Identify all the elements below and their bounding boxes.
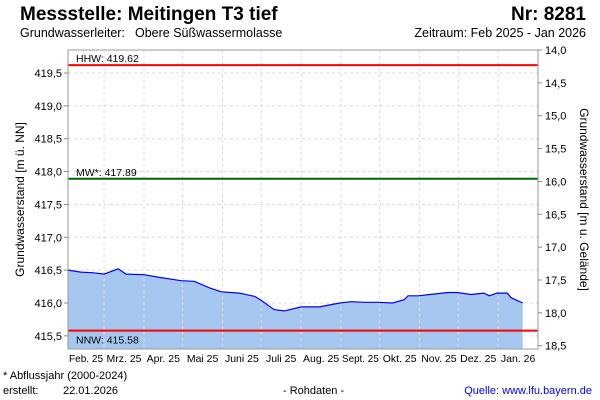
x-tick-label: Okt. 25 xyxy=(383,353,417,365)
y-right-tick-label: 15,5 xyxy=(545,144,566,156)
y-right-tick-label: 17,5 xyxy=(545,275,566,287)
x-tick-label: Jan. 26 xyxy=(501,353,536,365)
aquifer-value: Obere Süßwassermolasse xyxy=(135,26,283,40)
x-tick-label: Feb. 25 xyxy=(69,353,103,365)
raw-data-note: - Rohdaten - xyxy=(283,385,345,397)
y-tick-label: 418,5 xyxy=(34,134,62,146)
y-right-tick-label: 14,5 xyxy=(545,78,566,90)
y-right-tick-label: 16,5 xyxy=(545,209,566,221)
footnote: * Abflussjahr (2000-2024) xyxy=(3,370,128,382)
x-tick-label: Mrz. 25 xyxy=(107,353,142,365)
y-tick-label: 415,5 xyxy=(34,331,62,343)
y-right-tick-label: 17,0 xyxy=(545,242,566,254)
ref-label-nnw: NNW: 415.58 xyxy=(76,335,139,347)
y-tick-label: 416,5 xyxy=(34,265,62,277)
y-right-tick-label: 18,0 xyxy=(545,308,566,320)
y-right-tick-label: 16,0 xyxy=(545,176,566,188)
y-axis-right-label: Grundwasserstand [m u. Gelände] xyxy=(577,108,591,291)
x-tick-label: Juli 25 xyxy=(266,353,297,365)
y-tick-label: 417,5 xyxy=(34,199,62,211)
station-number: Nr: 8281 xyxy=(511,4,586,25)
water-level-line xyxy=(67,268,523,312)
x-tick-label: Apr. 25 xyxy=(147,353,180,365)
aquifer-label: Grundwasserleiter: xyxy=(20,26,125,40)
created-label: erstellt: xyxy=(3,385,39,397)
x-tick-label: Dez. 25 xyxy=(460,353,496,365)
water-level-area xyxy=(68,268,523,349)
ref-label-hhw: HHW: 419.62 xyxy=(76,53,139,65)
y-tick-label: 419,5 xyxy=(34,68,62,80)
x-tick-label: Juni 25 xyxy=(225,353,259,365)
y-tick-label: 418,0 xyxy=(34,167,62,179)
y-tick-label: 417,0 xyxy=(34,232,62,244)
y-right-tick-label: 18,5 xyxy=(545,341,566,353)
created-date: 22.01.2026 xyxy=(63,385,119,397)
source-link[interactable]: Quelle: www.lfu.bayern.de xyxy=(464,385,592,397)
x-tick-label: Aug. 25 xyxy=(303,353,339,365)
station-title: Messstelle: Meitingen T3 tief xyxy=(20,4,278,25)
y-tick-label: 419,0 xyxy=(34,101,62,113)
plot-border xyxy=(67,49,539,350)
ref-label-mw: MW*: 417.89 xyxy=(76,167,137,179)
x-tick-label: Nov. 25 xyxy=(421,353,457,365)
y-right-tick-label: 15,0 xyxy=(545,111,566,123)
y-tick-label: 416,0 xyxy=(34,298,62,310)
x-tick-label: Sept. 25 xyxy=(342,353,379,365)
period: Zeitraum: Feb 2025 - Jan 2026 xyxy=(414,26,586,40)
y-right-tick-label: 14,0 xyxy=(545,45,566,57)
x-tick-label: Mai 25 xyxy=(187,353,219,365)
y-axis-label: Grundwasserstand [m ü. NN] xyxy=(13,122,27,277)
